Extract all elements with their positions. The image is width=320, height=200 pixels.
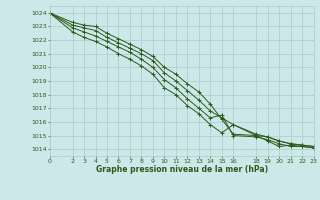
X-axis label: Graphe pression niveau de la mer (hPa): Graphe pression niveau de la mer (hPa) — [96, 165, 268, 174]
